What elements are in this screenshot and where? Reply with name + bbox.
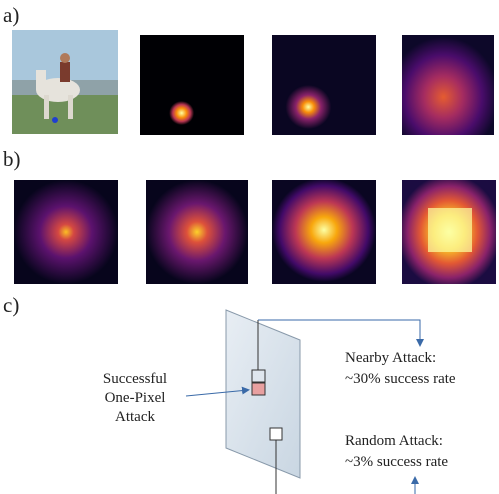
nearby-pixel (252, 370, 265, 382)
one-pixel-label: Successful One-Pixel Attack (103, 371, 167, 425)
heatmap-peak (428, 208, 472, 252)
nearby-rate: ~30% success rate (345, 371, 456, 387)
page: {"panels":{"a":"a)","b":"b)","c":"c)"}, … (0, 0, 499, 494)
random-rate: ~3% success rate (345, 454, 448, 470)
heatmap (146, 180, 248, 284)
panel-label: c) (3, 293, 19, 317)
heatmap (14, 180, 118, 284)
heatmap (140, 35, 244, 135)
figure: a) b) c) Successful One-Pixel Attack Nearb… (0, 0, 499, 494)
panel-label: b) (3, 147, 21, 171)
label-line: One-Pixel (105, 390, 166, 406)
heatmap (272, 35, 376, 135)
nearby-title: Nearby Attack: (345, 350, 436, 366)
random-pixel (270, 428, 282, 440)
heatmap (402, 35, 494, 135)
random-title: Random Attack: (345, 433, 443, 449)
panel-label: a) (3, 3, 19, 27)
attacked-pixel (252, 383, 265, 395)
heatmap (272, 180, 376, 284)
input-image (12, 30, 118, 134)
label-line: Successful (103, 371, 167, 387)
label-line: Attack (115, 409, 155, 425)
